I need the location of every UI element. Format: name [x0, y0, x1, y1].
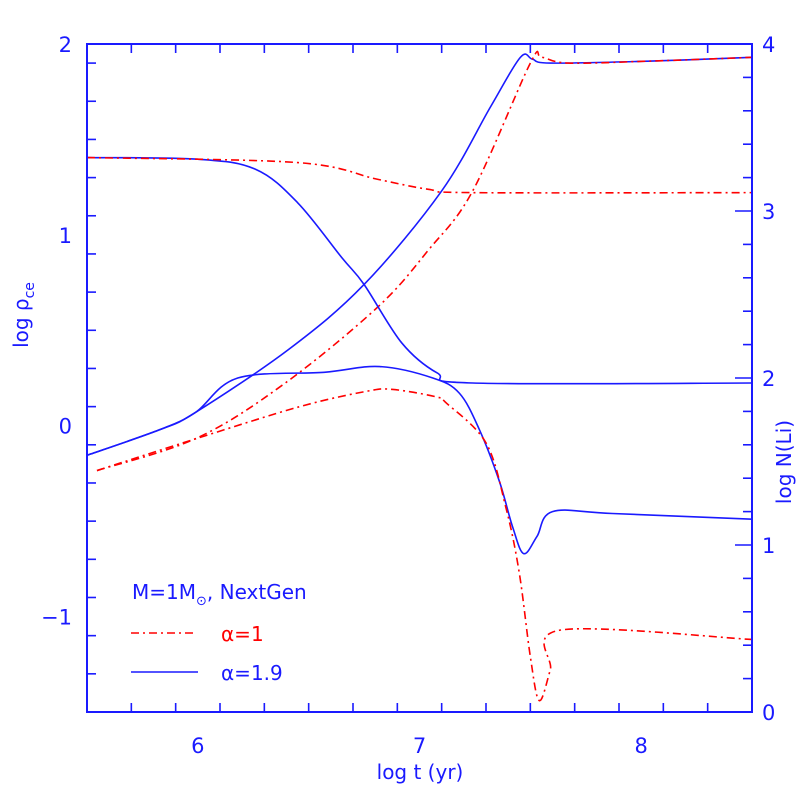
y-left-tick-label: 2 [59, 33, 72, 57]
series-line-alpha1-5 [96, 388, 753, 702]
series-line-alpha1-3 [86, 156, 753, 194]
legend-label-alpha1: α=1 [221, 622, 264, 646]
y-left-title-subscript: ce [22, 282, 38, 298]
series-line-alpha19-2 [86, 156, 753, 385]
x-axis-title: log t (yr) [377, 760, 464, 784]
y-left-tick-label: −1 [41, 606, 72, 630]
x-tick-label: 8 [634, 734, 647, 758]
series-group [86, 50, 753, 702]
legend-title: M=1M⊙, NextGen [132, 580, 307, 609]
y-left-title-main: log ρ [9, 298, 33, 348]
y-left-tick-label: 1 [59, 224, 72, 248]
legend-title-main: M=1M [132, 580, 196, 604]
y-right-axis-title: log N(Li) [772, 420, 796, 504]
plot-frame [86, 43, 753, 713]
y-left-tick-label: 0 [59, 415, 72, 439]
legend-title-sun-symbol: ⊙ [196, 594, 207, 609]
y-left-axis-title: log ρce [9, 282, 38, 348]
y-right-tick-label: 1 [762, 534, 775, 558]
tick-labels: 6 7 8 −1 0 1 2 0 1 2 3 4 [41, 33, 775, 758]
x-tick-label: 7 [413, 734, 426, 758]
series-line-alpha19-4 [86, 365, 753, 555]
y-right-tick-label: 4 [762, 33, 775, 57]
y-right-tick-label: 3 [762, 200, 775, 224]
axis-ticks [86, 43, 753, 713]
x-tick-label: 6 [191, 734, 204, 758]
legend-label-alpha19: α=1.9 [221, 661, 283, 685]
series-line-alpha19-0 [86, 53, 753, 457]
y-right-tick-label: 0 [762, 701, 775, 725]
y-right-tick-label: 2 [762, 367, 775, 391]
legend: M=1M⊙, NextGen α=1 α=1.9 [131, 580, 307, 685]
series-line-alpha1-1 [96, 50, 753, 472]
legend-title-rest: , NextGen [207, 580, 307, 604]
